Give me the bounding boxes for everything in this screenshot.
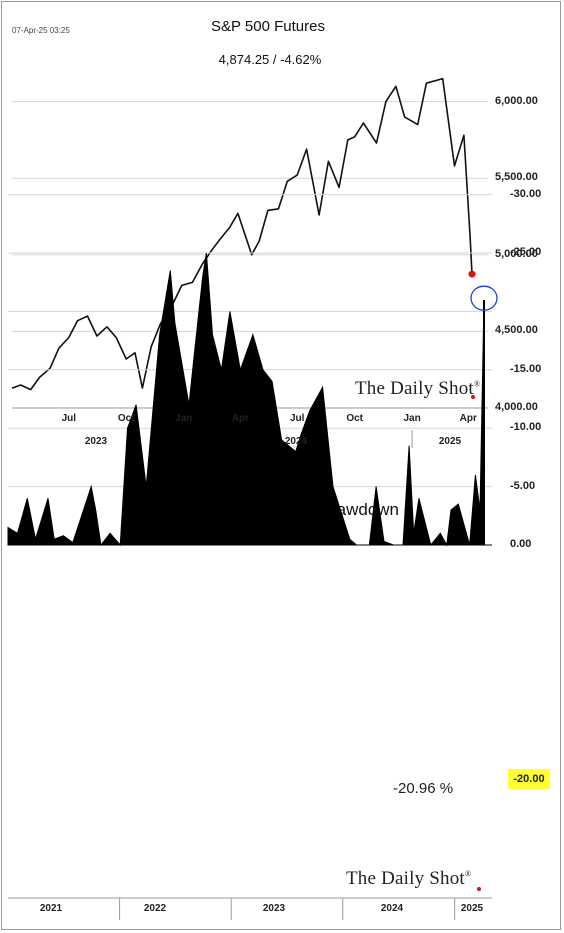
drawdown-y-tick-label: -25.00 xyxy=(510,246,542,258)
drawdown-year-label: 2024 xyxy=(380,903,404,914)
logo-top: The Daily Shot® xyxy=(355,378,480,400)
drawdown-y-tick-label: -15.00 xyxy=(510,362,542,375)
price-x-tick-label: Apr xyxy=(231,413,250,424)
logo-top-text: The Daily Shot xyxy=(355,378,474,399)
logo-bottom-mark: ® xyxy=(464,869,472,879)
logo-bottom-text: The Daily Shot xyxy=(346,868,465,889)
logo-bottom-dot xyxy=(477,887,481,891)
drawdown-last-circle xyxy=(470,285,498,311)
drawdown-y-tick-label: 0.00 xyxy=(510,538,532,550)
price-last-point xyxy=(468,270,476,278)
price-year-label: 2024 xyxy=(284,436,308,447)
price-y-tick-label: 5,500.00 xyxy=(495,171,538,184)
price-y-tick-label: 6,000.00 xyxy=(495,94,538,107)
price-x-tick-label: Jul xyxy=(290,413,305,424)
price-y-tick-label: 5,000.00 xyxy=(495,247,538,260)
price-y-tick-label: 4,000.00 xyxy=(495,401,538,413)
price-chart-subtitle: 4,874.25 / -4.62% xyxy=(218,52,322,67)
price-y-tick-label: 4,500.00 xyxy=(495,324,538,337)
drawdown-y-tick-label: -30.00 xyxy=(510,187,542,200)
price-x-tick-label: Jul xyxy=(61,413,77,424)
drawdown-y-tick-label: -10.00 xyxy=(510,421,542,434)
drawdown-year-label: 2023 xyxy=(262,903,286,914)
price-chart-title: S&P 500 Futures xyxy=(211,18,325,35)
price-series-line xyxy=(11,77,473,391)
price-x-tick-label: Oct xyxy=(346,413,363,424)
logo-bottom: The Daily Shot® xyxy=(346,868,471,890)
logo-top-dot xyxy=(471,395,475,399)
drawdown-year-label: 2022 xyxy=(143,903,167,914)
price-x-tick-label: Jan xyxy=(175,413,193,424)
price-x-tick-label: Apr xyxy=(459,413,477,424)
price-year-label: 2023 xyxy=(84,436,108,447)
highlight-tick-label: -20.00 xyxy=(508,769,550,789)
drawdown-annotation: -20.96 % xyxy=(393,780,454,797)
price-x-tick-label: Oct xyxy=(117,413,135,424)
drawdown-y-tick-label: -5.00 xyxy=(510,479,536,492)
drawdown-year-label: 2021 xyxy=(39,903,63,914)
timestamp: 07-Apr-25 03:25 xyxy=(12,26,70,35)
drawdown-area xyxy=(7,252,485,547)
logo-top-mark: ® xyxy=(473,379,481,389)
price-year-label: 2025 xyxy=(438,436,462,447)
price-x-tick-label: Jan xyxy=(403,413,421,424)
drawdown-year-label: 2025 xyxy=(460,903,484,914)
